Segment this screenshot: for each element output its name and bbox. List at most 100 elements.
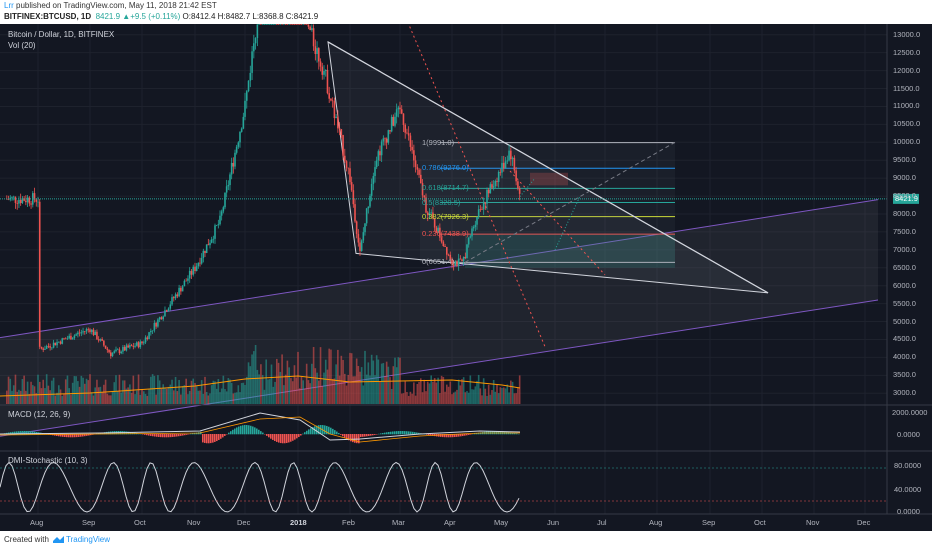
volume-bar bbox=[58, 385, 60, 404]
candle-body bbox=[365, 208, 368, 224]
volume-bar bbox=[169, 384, 172, 404]
volume-bar bbox=[479, 388, 482, 404]
volume-bar bbox=[435, 382, 438, 404]
candle-body bbox=[298, 24, 301, 25]
candle-body bbox=[108, 349, 110, 353]
candle-body bbox=[99, 339, 102, 341]
macd-histogram bbox=[458, 434, 460, 437]
candle-body bbox=[504, 161, 507, 169]
macd-histogram bbox=[68, 434, 70, 438]
volume-bar bbox=[277, 362, 280, 404]
volume-bar bbox=[235, 392, 238, 404]
volume-bar bbox=[14, 374, 17, 404]
macd-histogram bbox=[466, 434, 468, 436]
macd-histogram bbox=[384, 432, 386, 435]
macd-histogram bbox=[312, 427, 314, 435]
volume-bar bbox=[335, 364, 337, 404]
volume-bar bbox=[260, 364, 262, 404]
candle-body bbox=[369, 195, 371, 207]
candle-body bbox=[442, 241, 445, 246]
volume-bar bbox=[469, 375, 472, 404]
candle-body bbox=[40, 346, 43, 349]
macd-histogram bbox=[370, 434, 372, 436]
tradingview-brand[interactable]: TradingView bbox=[66, 535, 111, 544]
candle-body bbox=[362, 232, 365, 241]
macd-histogram bbox=[176, 434, 178, 437]
macd-histogram bbox=[516, 433, 518, 435]
volume-bar bbox=[369, 375, 371, 404]
volume-bar bbox=[517, 387, 519, 404]
price-tick-label: 11500.0 bbox=[893, 83, 920, 93]
volume-bar bbox=[183, 385, 186, 404]
candle-body bbox=[180, 287, 182, 292]
candle-body bbox=[440, 237, 443, 242]
macd-histogram bbox=[238, 426, 240, 435]
macd-histogram bbox=[244, 425, 246, 435]
macd-histogram bbox=[22, 431, 24, 435]
volume-bar bbox=[89, 374, 91, 404]
volume-bar bbox=[471, 389, 473, 404]
candle-body bbox=[447, 254, 450, 256]
macd-histogram bbox=[174, 434, 176, 437]
candle-body bbox=[59, 341, 62, 344]
volume-bar bbox=[240, 383, 243, 404]
candle-body bbox=[502, 162, 505, 169]
volume-bar bbox=[125, 388, 128, 404]
volume-bar bbox=[374, 375, 376, 404]
price-tick-label: 5500.0 bbox=[893, 298, 916, 308]
stoch-tick-label: 80.0000 bbox=[894, 461, 922, 470]
candle-body bbox=[367, 206, 370, 209]
chart-area[interactable]: 1(9991.0) 0.786(9276.0) 0.618(8714.7) 0.5(8… bbox=[0, 24, 932, 531]
candle-body bbox=[413, 150, 415, 161]
candle-body bbox=[169, 304, 172, 309]
macd-histogram bbox=[160, 434, 162, 438]
volume-bar bbox=[249, 366, 252, 404]
volume-bar bbox=[423, 379, 426, 404]
macd-histogram bbox=[276, 434, 278, 442]
macd-histogram bbox=[100, 432, 102, 435]
volume-bar bbox=[23, 375, 25, 404]
volume-bar bbox=[324, 359, 327, 404]
candle-body bbox=[497, 171, 500, 182]
macd-histogram bbox=[408, 431, 410, 435]
macd-histogram bbox=[236, 427, 238, 435]
macd-histogram bbox=[80, 434, 82, 437]
candle-body bbox=[459, 258, 462, 260]
volume-bar bbox=[28, 394, 31, 404]
author-link[interactable]: Lrr bbox=[4, 1, 14, 10]
candle-body bbox=[513, 157, 516, 171]
volume-bar bbox=[446, 384, 448, 404]
candle-body bbox=[38, 201, 41, 347]
macd-histogram bbox=[452, 434, 454, 438]
volume-bar bbox=[45, 374, 48, 404]
macd-histogram bbox=[344, 434, 346, 438]
macd-histogram bbox=[392, 431, 394, 435]
macd-histogram bbox=[62, 434, 64, 437]
volume-bar bbox=[158, 380, 161, 404]
candle-body bbox=[508, 150, 510, 161]
candle-body bbox=[486, 189, 488, 204]
candle-body bbox=[316, 48, 318, 55]
volume-bar bbox=[254, 344, 257, 404]
candle-body bbox=[345, 161, 348, 168]
candle-body bbox=[224, 192, 226, 208]
candle-body bbox=[217, 224, 220, 226]
chart-header: Lrr published on TradingView.com, May 11… bbox=[0, 0, 932, 24]
macd-line bbox=[0, 412, 521, 441]
volume-bar bbox=[78, 386, 81, 404]
candle-body bbox=[494, 181, 497, 187]
price-tick-label: 4500.0 bbox=[893, 334, 916, 344]
candle-body bbox=[304, 24, 306, 25]
time-tick-label: Jul bbox=[597, 518, 607, 527]
candle-body bbox=[205, 244, 208, 254]
macd-histogram bbox=[448, 434, 450, 438]
volume-bar bbox=[21, 378, 24, 404]
candle-body bbox=[409, 135, 412, 147]
volume-bar bbox=[413, 382, 415, 404]
candle-body bbox=[469, 236, 472, 238]
volume-bar bbox=[362, 385, 365, 404]
candle-body bbox=[400, 109, 403, 114]
candle-body bbox=[225, 186, 228, 193]
macd-histogram bbox=[426, 434, 428, 435]
volume-bar bbox=[323, 372, 325, 404]
